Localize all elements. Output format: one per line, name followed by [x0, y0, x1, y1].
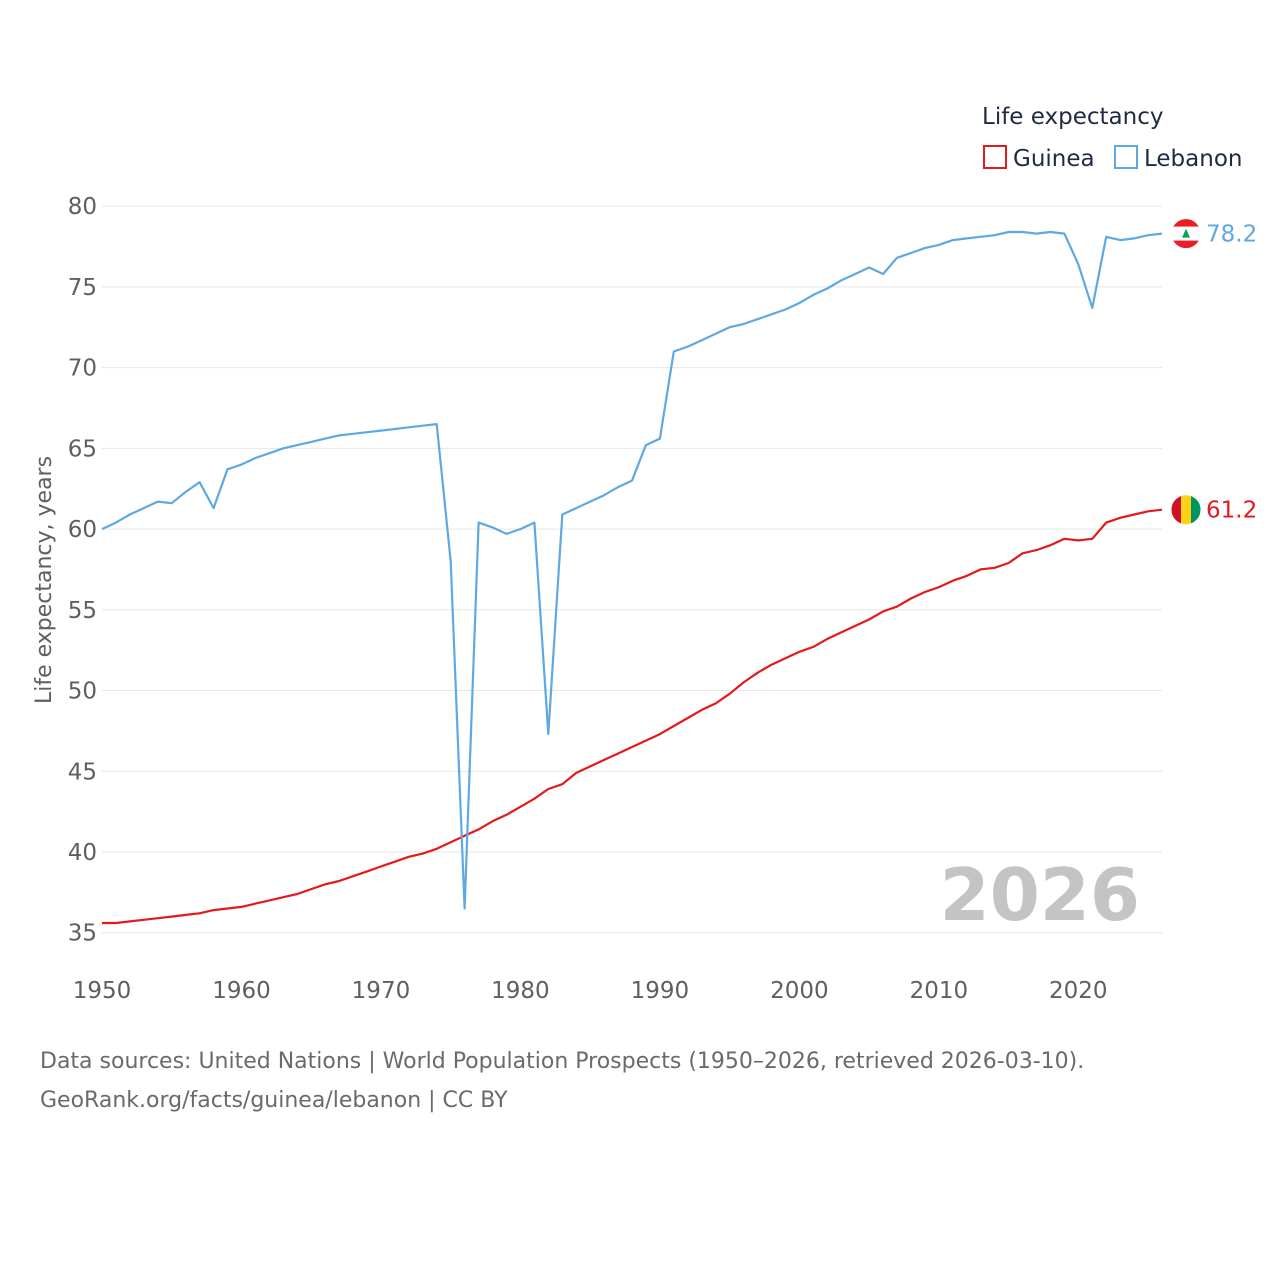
legend-label-guinea: Guinea — [1013, 146, 1095, 172]
y-tick-label-35: 35 — [68, 921, 97, 947]
y-tick-label-60: 60 — [68, 517, 97, 543]
legend-swatch-lebanon — [1114, 145, 1138, 169]
y-axis-title: Life expectancy, years — [32, 456, 57, 704]
source-line-data: Data sources: United Nations | World Pop… — [40, 1049, 1085, 1074]
end-value-label-guinea: 61.2 — [1206, 498, 1257, 524]
x-tick-label-1960: 1960 — [212, 978, 271, 1004]
x-tick-label-2010: 2010 — [910, 978, 969, 1004]
y-tick-label-70: 70 — [68, 356, 97, 382]
y-tick-label-80: 80 — [68, 194, 97, 220]
legend-label-lebanon: Lebanon — [1144, 146, 1242, 172]
x-tick-label-1980: 1980 — [491, 978, 550, 1004]
end-value-label-lebanon: 78.2 — [1206, 222, 1257, 248]
year-watermark: 2026 — [940, 853, 1140, 937]
y-tick-label-45: 45 — [68, 759, 97, 785]
lebanon-flag-icon — [1170, 218, 1202, 250]
source-line-attribution[interactable]: GeoRank.org/facts/guinea/lebanon | CC BY — [40, 1088, 508, 1113]
x-tick-label-1990: 1990 — [631, 978, 690, 1004]
series-line-lebanon — [101, 230, 1163, 910]
x-tick-label-2020: 2020 — [1049, 978, 1108, 1004]
y-tick-label-40: 40 — [68, 840, 97, 866]
x-tick-label-1970: 1970 — [352, 978, 411, 1004]
legend-item-lebanon[interactable]: Lebanon — [1114, 145, 1242, 172]
grid-layer — [102, 205, 1162, 934]
life-expectancy-chart: 35 40 45 50 55 60 65 70 75 80 1950 1960 1970 1980 199… — [32, 104, 1257, 1004]
guinea-flag-icon — [1170, 494, 1202, 526]
y-tick-label-55: 55 — [68, 598, 97, 624]
y-tick-label-75: 75 — [68, 275, 97, 301]
source-note: Data sources: United Nations | World Pop… — [40, 1042, 1250, 1120]
x-tick-label-2000: 2000 — [770, 978, 829, 1004]
y-tick-label-50: 50 — [68, 679, 97, 705]
legend-title: Life expectancy — [982, 104, 1163, 130]
series-line-guinea — [102, 508, 1163, 925]
series-layer: 61.2 78.2 — [101, 218, 1257, 925]
legend: Life expectancy Guinea Lebanon — [982, 104, 1242, 172]
legend-swatch-guinea — [983, 145, 1007, 169]
y-tick-label-65: 65 — [68, 436, 97, 462]
legend-item-guinea[interactable]: Guinea — [983, 145, 1095, 172]
x-axis: 1950 1960 1970 1980 1990 2000 2010 2020 — [73, 978, 1108, 1004]
y-axis: 35 40 45 50 55 60 65 70 75 80 — [68, 194, 97, 947]
x-tick-label-1950: 1950 — [73, 978, 132, 1004]
